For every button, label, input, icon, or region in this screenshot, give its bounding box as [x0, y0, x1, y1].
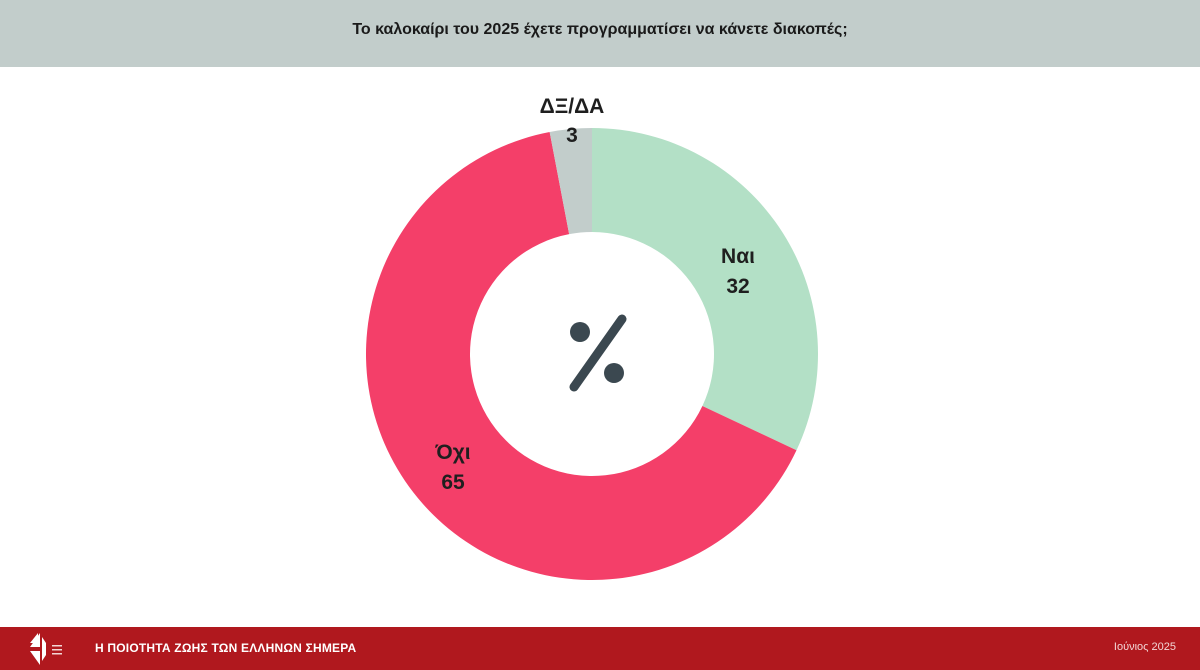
footer-date: Ιούνιος 2025	[1113, 641, 1176, 653]
slice-value-3: 3	[566, 124, 578, 147]
donut-chart: Ναι 32 Όχι 65 ΔΞ/ΔΑ 3	[365, 95, 818, 581]
slice-value-1: 32	[726, 275, 749, 298]
donut-slice-2	[365, 132, 797, 581]
donut-slice-1	[592, 128, 818, 451]
slice-label-3: ΔΞ/ΔΑ	[540, 95, 605, 118]
slice-label-1: Ναι	[721, 245, 755, 268]
footer-title: Η ΠΟΙΟΤΗΤΑ ΖΩΗΣ ΤΩΝ ΕΛΛΗΝΩΝ ΣΗΜΕΡΑ	[95, 641, 357, 655]
title-bar: Το καλοκαίρι του 2025 έχετε προγραμματίσ…	[0, 0, 1200, 67]
chart-title: Το καλοκαίρι του 2025 έχετε προγραμματίσ…	[352, 20, 848, 38]
footer-bar: Η ΠΟΙΟΤΗΤΑ ΖΩΗΣ ΤΩΝ ΕΛΛΗΝΩΝ ΣΗΜΕΡΑ Ιούνι…	[0, 627, 1200, 670]
percent-symbol	[569, 314, 627, 392]
slice-label-2: Όχι	[434, 441, 470, 464]
brand-logo-icon	[30, 633, 62, 665]
donut-slice-3	[549, 128, 592, 235]
slice-value-2: 65	[441, 471, 465, 494]
